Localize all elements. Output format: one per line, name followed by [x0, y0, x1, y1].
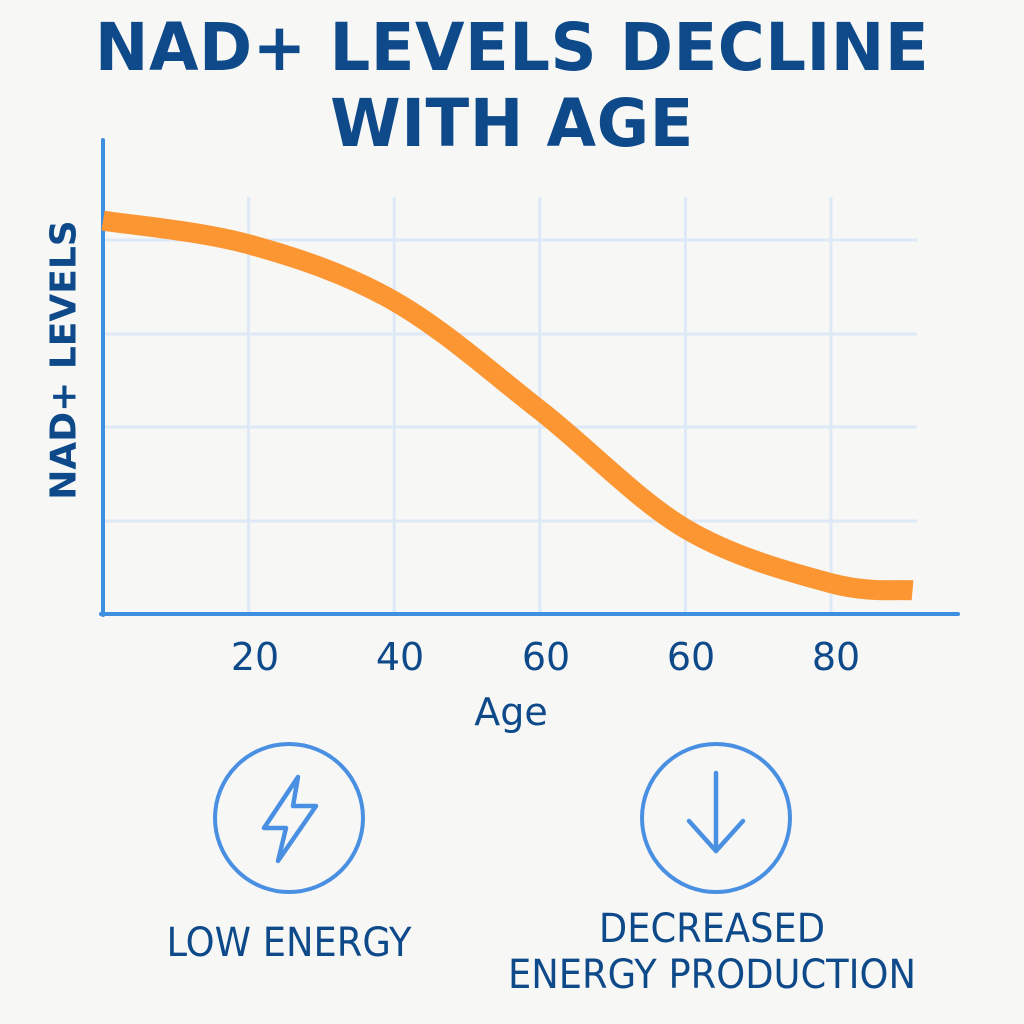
effect-label-line: LOW ENERGY — [166, 920, 412, 966]
x-tick-label: 40 — [375, 635, 425, 679]
effect-label-line: DECREASED — [598, 906, 826, 952]
effect-label-low-energy: LOW ENERGY — [166, 920, 411, 966]
arrow-down-icon — [639, 741, 793, 900]
y-axis-label: NAD+ LEVELS — [43, 220, 85, 500]
x-tick-label: 80 — [811, 635, 861, 679]
x-tick-label: 60 — [521, 635, 571, 679]
title-line-2: WITH AGE — [330, 85, 694, 162]
effect-label-decreased-energy-production: DECREASED ENERGY PRODUCTION — [508, 906, 916, 998]
lightning-bolt-icon — [212, 741, 366, 900]
x-axis-label: Age — [474, 690, 548, 734]
series-line-nad-levels — [101, 210, 914, 601]
grid — [105, 197, 917, 612]
title-line-1: NAD+ LEVELS DECLINE — [94, 9, 930, 86]
effect-label-line: ENERGY PRODUCTION — [508, 952, 916, 998]
chart-title: NAD+ LEVELS DECLINE WITH AGE — [15, 10, 1008, 162]
x-tick-label: 60 — [666, 635, 716, 679]
x-tick-label: 20 — [230, 635, 280, 679]
